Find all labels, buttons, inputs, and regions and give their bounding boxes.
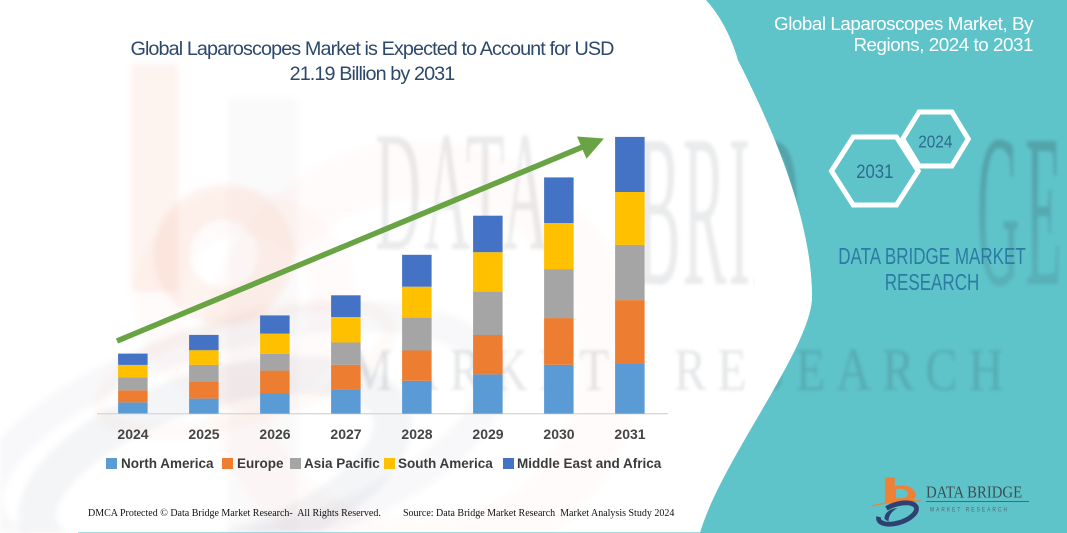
svg-text:MARKET RESEARCH: MARKET RESEARCH (930, 507, 1009, 514)
svg-text:2031: 2031 (856, 161, 893, 182)
svg-text:2024: 2024 (918, 133, 952, 152)
svg-text:DATA BRIDGE: DATA BRIDGE (926, 483, 1022, 501)
